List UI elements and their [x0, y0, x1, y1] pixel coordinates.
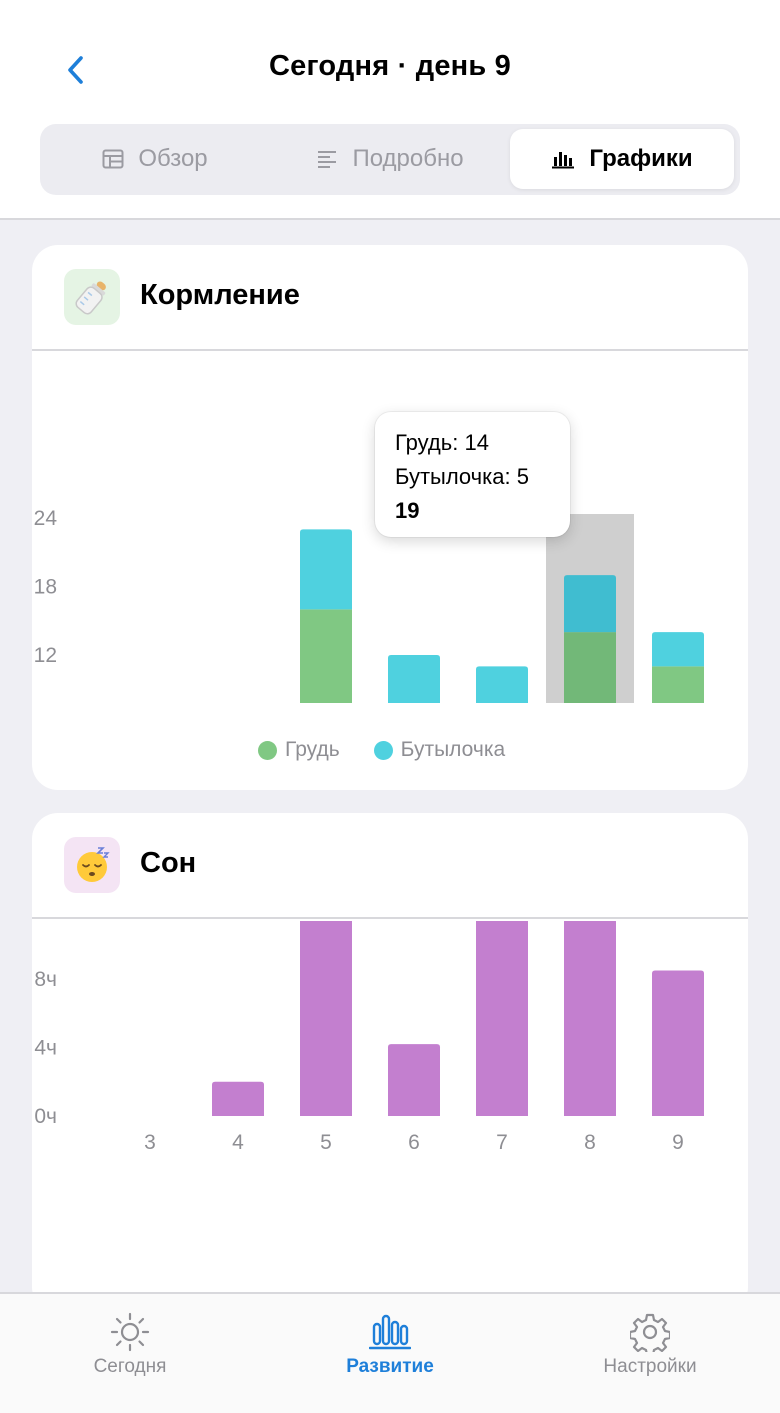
- y-tick-label: 18: [34, 576, 57, 599]
- feeding-tooltip: Грудь: 14 Бутылочка: 5 19: [375, 412, 570, 537]
- tooltip-bottle: Бутылочка: 5: [395, 464, 529, 489]
- bar-Сон-7: [476, 921, 528, 1116]
- bar-Грудь-9: [652, 666, 704, 703]
- tabbar-settings-label: Настройки: [603, 1356, 697, 1377]
- segmented-control: Обзор Подробно Графики: [40, 124, 740, 195]
- tab-charts[interactable]: Графики: [510, 129, 734, 189]
- x-tick-label: 3: [144, 1131, 156, 1154]
- bar-Сон-4: [212, 1081, 264, 1116]
- tabbar-item-settings[interactable]: Настройки: [550, 1312, 750, 1378]
- y-tick-label: 4ч: [34, 1037, 57, 1060]
- legend-breast-swatch: [258, 740, 277, 760]
- x-tick-label: 7: [496, 1131, 508, 1154]
- legend-bottle: Бутылочка: [373, 738, 506, 762]
- tabbar-item-development[interactable]: Развитие: [290, 1312, 490, 1378]
- tabbar-today-label: Сегодня: [93, 1356, 167, 1377]
- legend-bottle-label: Бутылочка: [400, 738, 506, 761]
- tab-overview-label: Обзор: [138, 145, 208, 172]
- x-tick-label: 8: [584, 1131, 596, 1154]
- y-tick-label: 8ч: [34, 968, 57, 991]
- sleep-title: Сон: [140, 847, 197, 879]
- header: Сегодня · день 9 Обзор Подробно: [0, 0, 780, 220]
- tab-details-label: Подробно: [352, 145, 464, 172]
- bottle-icon: [64, 269, 120, 325]
- list-icon: [318, 151, 337, 168]
- feeding-chart[interactable]: 061218243456789: [32, 353, 748, 703]
- bar-Бутылочка-6: [388, 655, 440, 703]
- tab-bar: Сегодня Развитие Настройки: [0, 1292, 780, 1413]
- tooltip-breast: Грудь: 14: [395, 430, 489, 455]
- chart-icon: [369, 1314, 411, 1350]
- gear-icon: [630, 1313, 670, 1352]
- feeding-card: Кормление 061218243456789: [32, 245, 748, 790]
- chevron-left-icon: [68, 56, 83, 84]
- bar-Сон-9: [652, 970, 704, 1116]
- sleeping-face-icon: [64, 837, 120, 893]
- bar-chart-icon: [552, 152, 575, 169]
- table-icon: [102, 149, 124, 169]
- back-button[interactable]: [56, 48, 96, 92]
- page-title: Сегодня · день 9: [269, 50, 511, 82]
- tab-charts-label: Графики: [589, 145, 693, 172]
- bar-Сон-5: [300, 921, 352, 1116]
- feeding-card-header: Кормление: [32, 245, 748, 351]
- bar-Грудь-8: [563, 632, 616, 703]
- x-tick-label: 4: [232, 1131, 244, 1154]
- bar-Бутылочка-8: [564, 575, 616, 633]
- legend-breast: Грудь: [258, 738, 340, 762]
- tabbar-development-label: Развитие: [346, 1356, 434, 1377]
- y-tick-label: 0ч: [34, 1105, 57, 1128]
- legend-bottle-swatch: [373, 740, 393, 760]
- sleep-chart[interactable]: 0ч4ч8ч12ч16ч3456789: [32, 921, 748, 1161]
- x-tick-label: 9: [672, 1131, 684, 1154]
- tabbar-item-today[interactable]: Сегодня: [30, 1312, 230, 1378]
- bar-Бутылочка-5: [300, 529, 352, 610]
- bar-Бутылочка-9: [652, 632, 704, 667]
- y-tick-label: 12ч: [32, 921, 57, 923]
- x-tick-label: 5: [320, 1131, 332, 1154]
- sun-icon: [110, 1312, 150, 1352]
- x-tick-label: 6: [408, 1131, 420, 1154]
- tab-overview[interactable]: Обзор: [45, 129, 265, 189]
- bar-Бутылочка-7: [476, 666, 528, 703]
- sleep-card: Сон 0ч4ч8ч12ч16ч3456789: [32, 813, 748, 1313]
- legend-breast-label: Грудь: [285, 738, 340, 761]
- tab-details[interactable]: Подробно: [280, 129, 500, 189]
- y-tick-label: 12: [34, 644, 57, 667]
- bar-Грудь-5: [300, 609, 352, 703]
- bar-Сон-8: [564, 921, 616, 1116]
- sleep-card-header: Сон: [32, 813, 748, 919]
- tooltip-total: 19: [395, 498, 420, 523]
- feeding-legend: Грудь Бутылочка: [258, 738, 505, 762]
- feeding-title: Кормление: [140, 279, 300, 311]
- bar-Сон-6: [388, 1044, 440, 1116]
- y-tick-label: 24: [34, 507, 58, 530]
